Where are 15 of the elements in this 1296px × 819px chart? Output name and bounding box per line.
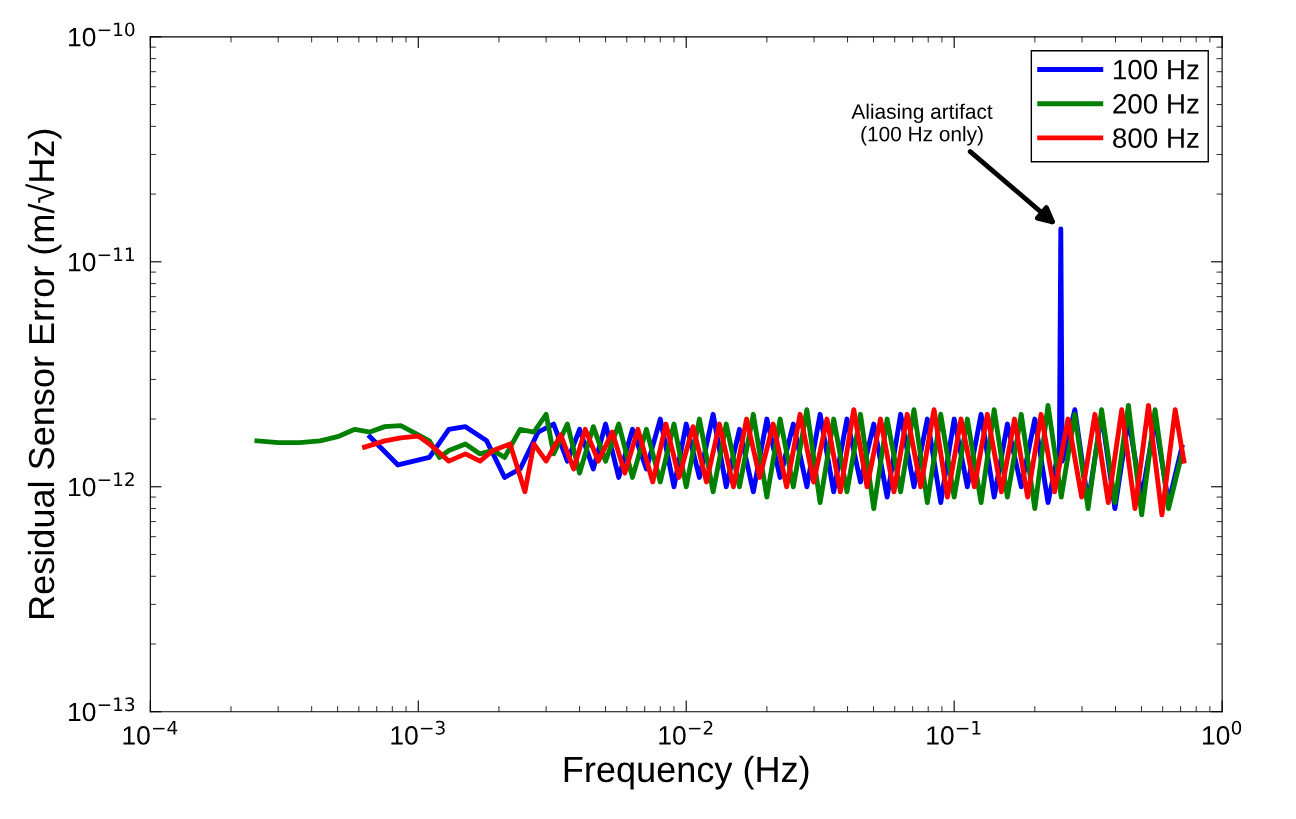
legend-label: 800 Hz [1113,128,1199,148]
legend-label: 200 Hz [1113,94,1199,114]
y-tick-label: 10$^{−12}$ [69,472,134,497]
x-tick-label: 10$^{0}$ [1203,720,1242,745]
x-tick-label: 10$^{−4}$ [123,720,178,745]
legend-label: 100 Hz [1114,59,1199,80]
annotation: Aliasing artifact (100 Hz only) [851,103,993,146]
x-axis-title: Frequency (Hz) [564,755,809,790]
y-tick-label: 10$^{−11}$ [69,247,134,272]
y-tick-label: 10$^{−13}$ [69,697,135,722]
y-axis-title: Residual Sensor Error (m/√Hz) [25,129,62,618]
x-tick-label: 10$^{−2}$ [659,720,713,745]
x-tick-label: 10$^{−3}$ [391,720,445,745]
y-tick-label: 10$^{−10}$ [69,22,135,47]
x-tick-label: 10$^{−1}$ [927,720,981,745]
